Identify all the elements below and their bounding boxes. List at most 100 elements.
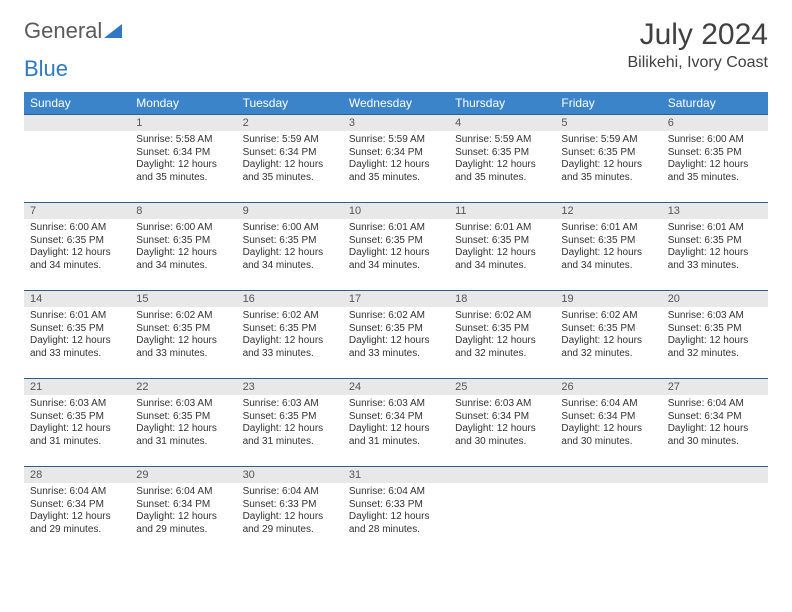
sunset-line: Sunset: 6:35 PM bbox=[136, 411, 230, 424]
sunset-line: Sunset: 6:35 PM bbox=[561, 323, 655, 336]
day-number: 24 bbox=[343, 378, 449, 395]
day-number: 7 bbox=[24, 202, 130, 219]
day-body: Sunrise: 6:01 AMSunset: 6:35 PMDaylight:… bbox=[449, 219, 555, 278]
day-number: 11 bbox=[449, 202, 555, 219]
day-body: Sunrise: 6:02 AMSunset: 6:35 PMDaylight:… bbox=[343, 307, 449, 366]
day-header: Tuesday bbox=[237, 92, 343, 114]
calendar-day: 23Sunrise: 6:03 AMSunset: 6:35 PMDayligh… bbox=[237, 378, 343, 466]
day-body: Sunrise: 5:59 AMSunset: 6:34 PMDaylight:… bbox=[237, 131, 343, 190]
sunrise-line: Sunrise: 6:04 AM bbox=[136, 486, 230, 499]
calendar-day bbox=[24, 114, 130, 202]
calendar-week: 7Sunrise: 6:00 AMSunset: 6:35 PMDaylight… bbox=[24, 202, 768, 290]
day-header: Sunday bbox=[24, 92, 130, 114]
day-body bbox=[449, 483, 555, 543]
day-number: 12 bbox=[555, 202, 661, 219]
page-title: July 2024 bbox=[628, 18, 769, 52]
sunrise-line: Sunrise: 6:01 AM bbox=[349, 222, 443, 235]
day-number: 15 bbox=[130, 290, 236, 307]
sunrise-line: Sunrise: 6:02 AM bbox=[349, 310, 443, 323]
day-body: Sunrise: 6:01 AMSunset: 6:35 PMDaylight:… bbox=[24, 307, 130, 366]
sunset-line: Sunset: 6:34 PM bbox=[455, 411, 549, 424]
day-body: Sunrise: 5:58 AMSunset: 6:34 PMDaylight:… bbox=[130, 131, 236, 190]
sunset-line: Sunset: 6:35 PM bbox=[455, 147, 549, 160]
day-number: 21 bbox=[24, 378, 130, 395]
day-number: 23 bbox=[237, 378, 343, 395]
calendar-day: 26Sunrise: 6:04 AMSunset: 6:34 PMDayligh… bbox=[555, 378, 661, 466]
day-number: 3 bbox=[343, 114, 449, 131]
sunrise-line: Sunrise: 6:04 AM bbox=[561, 398, 655, 411]
day-number: 14 bbox=[24, 290, 130, 307]
sunset-line: Sunset: 6:35 PM bbox=[349, 235, 443, 248]
sunset-line: Sunset: 6:35 PM bbox=[455, 235, 549, 248]
calendar-day: 25Sunrise: 6:03 AMSunset: 6:34 PMDayligh… bbox=[449, 378, 555, 466]
daylight-line: Daylight: 12 hours and 30 minutes. bbox=[668, 423, 762, 448]
calendar-week: 1Sunrise: 5:58 AMSunset: 6:34 PMDaylight… bbox=[24, 114, 768, 202]
calendar-day: 5Sunrise: 5:59 AMSunset: 6:35 PMDaylight… bbox=[555, 114, 661, 202]
day-body: Sunrise: 6:02 AMSunset: 6:35 PMDaylight:… bbox=[555, 307, 661, 366]
logo-text-2: Blue bbox=[24, 56, 68, 82]
calendar-day: 22Sunrise: 6:03 AMSunset: 6:35 PMDayligh… bbox=[130, 378, 236, 466]
calendar-body: 1Sunrise: 5:58 AMSunset: 6:34 PMDaylight… bbox=[24, 114, 768, 554]
daylight-line: Daylight: 12 hours and 34 minutes. bbox=[136, 247, 230, 272]
day-body: Sunrise: 6:03 AMSunset: 6:35 PMDaylight:… bbox=[237, 395, 343, 454]
sunset-line: Sunset: 6:35 PM bbox=[668, 235, 762, 248]
day-header: Monday bbox=[130, 92, 236, 114]
sunrise-line: Sunrise: 6:04 AM bbox=[243, 486, 337, 499]
day-body: Sunrise: 6:04 AMSunset: 6:34 PMDaylight:… bbox=[24, 483, 130, 542]
daylight-line: Daylight: 12 hours and 33 minutes. bbox=[30, 335, 124, 360]
calendar-day: 15Sunrise: 6:02 AMSunset: 6:35 PMDayligh… bbox=[130, 290, 236, 378]
calendar-day bbox=[449, 466, 555, 554]
calendar-day: 4Sunrise: 5:59 AMSunset: 6:35 PMDaylight… bbox=[449, 114, 555, 202]
sunset-line: Sunset: 6:35 PM bbox=[455, 323, 549, 336]
day-body bbox=[662, 483, 768, 543]
daylight-line: Daylight: 12 hours and 34 minutes. bbox=[455, 247, 549, 272]
sunset-line: Sunset: 6:35 PM bbox=[561, 147, 655, 160]
sunset-line: Sunset: 6:35 PM bbox=[668, 147, 762, 160]
day-number: 20 bbox=[662, 290, 768, 307]
day-body: Sunrise: 5:59 AMSunset: 6:34 PMDaylight:… bbox=[343, 131, 449, 190]
day-number: 30 bbox=[237, 466, 343, 483]
daylight-line: Daylight: 12 hours and 35 minutes. bbox=[243, 159, 337, 184]
calendar-day: 28Sunrise: 6:04 AMSunset: 6:34 PMDayligh… bbox=[24, 466, 130, 554]
day-body: Sunrise: 6:03 AMSunset: 6:35 PMDaylight:… bbox=[662, 307, 768, 366]
daylight-line: Daylight: 12 hours and 31 minutes. bbox=[349, 423, 443, 448]
logo-sail-icon bbox=[104, 24, 122, 38]
location: Bilikehi, Ivory Coast bbox=[628, 54, 769, 72]
day-body bbox=[24, 131, 130, 191]
day-number: 2 bbox=[237, 114, 343, 131]
day-body: Sunrise: 6:00 AMSunset: 6:35 PMDaylight:… bbox=[24, 219, 130, 278]
day-number: 10 bbox=[343, 202, 449, 219]
day-number: 18 bbox=[449, 290, 555, 307]
daylight-line: Daylight: 12 hours and 35 minutes. bbox=[455, 159, 549, 184]
calendar-day: 17Sunrise: 6:02 AMSunset: 6:35 PMDayligh… bbox=[343, 290, 449, 378]
title-block: July 2024 Bilikehi, Ivory Coast bbox=[628, 18, 769, 72]
sunrise-line: Sunrise: 6:02 AM bbox=[561, 310, 655, 323]
day-number: 8 bbox=[130, 202, 236, 219]
day-body: Sunrise: 6:03 AMSunset: 6:35 PMDaylight:… bbox=[130, 395, 236, 454]
daylight-line: Daylight: 12 hours and 34 minutes. bbox=[243, 247, 337, 272]
sunset-line: Sunset: 6:34 PM bbox=[136, 147, 230, 160]
calendar-week: 28Sunrise: 6:04 AMSunset: 6:34 PMDayligh… bbox=[24, 466, 768, 554]
daylight-line: Daylight: 12 hours and 31 minutes. bbox=[243, 423, 337, 448]
sunset-line: Sunset: 6:35 PM bbox=[30, 235, 124, 248]
day-number: 17 bbox=[343, 290, 449, 307]
day-body: Sunrise: 6:00 AMSunset: 6:35 PMDaylight:… bbox=[662, 131, 768, 190]
calendar-day: 3Sunrise: 5:59 AMSunset: 6:34 PMDaylight… bbox=[343, 114, 449, 202]
sunset-line: Sunset: 6:35 PM bbox=[243, 235, 337, 248]
calendar-day: 19Sunrise: 6:02 AMSunset: 6:35 PMDayligh… bbox=[555, 290, 661, 378]
sunset-line: Sunset: 6:34 PM bbox=[349, 411, 443, 424]
sunrise-line: Sunrise: 6:04 AM bbox=[349, 486, 443, 499]
day-number: 28 bbox=[24, 466, 130, 483]
sunset-line: Sunset: 6:35 PM bbox=[30, 411, 124, 424]
calendar-day: 9Sunrise: 6:00 AMSunset: 6:35 PMDaylight… bbox=[237, 202, 343, 290]
daylight-line: Daylight: 12 hours and 29 minutes. bbox=[30, 511, 124, 536]
day-body: Sunrise: 6:04 AMSunset: 6:34 PMDaylight:… bbox=[555, 395, 661, 454]
daylight-line: Daylight: 12 hours and 33 minutes. bbox=[349, 335, 443, 360]
daylight-line: Daylight: 12 hours and 35 minutes. bbox=[561, 159, 655, 184]
day-number: 4 bbox=[449, 114, 555, 131]
sunset-line: Sunset: 6:33 PM bbox=[243, 499, 337, 512]
calendar-day: 7Sunrise: 6:00 AMSunset: 6:35 PMDaylight… bbox=[24, 202, 130, 290]
sunset-line: Sunset: 6:35 PM bbox=[668, 323, 762, 336]
day-number bbox=[449, 466, 555, 483]
sunset-line: Sunset: 6:35 PM bbox=[349, 323, 443, 336]
